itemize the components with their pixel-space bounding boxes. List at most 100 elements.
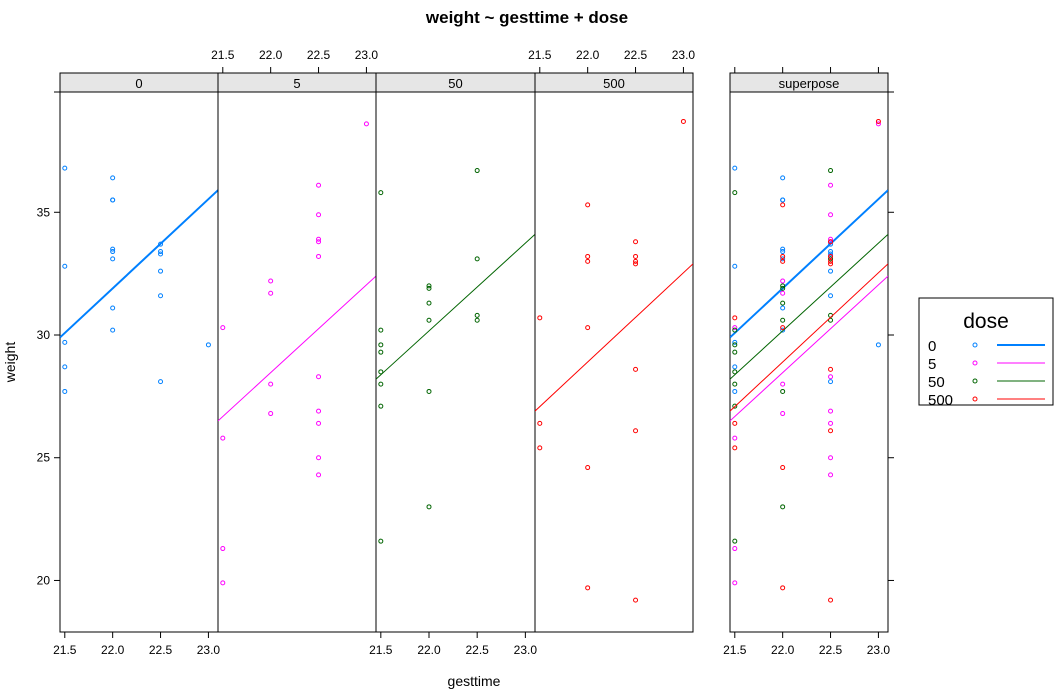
data-point <box>780 285 786 291</box>
data-point <box>316 182 322 188</box>
data-point <box>828 253 834 259</box>
x-tick-label: 22.0 <box>101 643 125 657</box>
x-tick-label: 21.5 <box>369 643 393 657</box>
data-point <box>828 379 834 385</box>
data-point <box>780 202 786 208</box>
data-point <box>680 118 686 124</box>
data-point <box>828 317 834 323</box>
data-point <box>780 465 786 471</box>
data-point <box>426 285 432 291</box>
data-point <box>110 246 116 252</box>
data-point <box>110 327 116 333</box>
data-point <box>537 420 543 426</box>
data-point <box>268 278 274 284</box>
data-point <box>158 249 164 255</box>
data-point <box>828 261 834 267</box>
panel-strip-label: 50 <box>448 76 462 91</box>
legend-label: 5 <box>928 356 936 373</box>
data-point <box>875 342 881 348</box>
series-500 <box>730 118 888 603</box>
data-point <box>585 465 591 471</box>
legend-entry-0: 0 <box>928 338 1045 355</box>
data-point <box>426 388 432 394</box>
data-point <box>378 403 384 409</box>
data-point <box>780 249 786 255</box>
panel-strip-label: superpose <box>779 76 840 91</box>
legend-point-key <box>972 378 978 384</box>
data-point <box>780 300 786 306</box>
data-point <box>875 118 881 124</box>
data-point <box>780 278 786 284</box>
data-point <box>732 263 738 269</box>
data-point <box>780 388 786 394</box>
data-point <box>316 408 322 414</box>
data-point <box>780 246 786 252</box>
x-tick-label: 21.5 <box>53 643 77 657</box>
y-axis-label: weight <box>2 342 18 384</box>
data-point <box>828 408 834 414</box>
data-point <box>316 472 322 478</box>
data-point <box>828 428 834 434</box>
data-point <box>474 317 480 323</box>
data-point <box>633 428 639 434</box>
data-point <box>474 256 480 262</box>
fit-line <box>730 275 888 422</box>
data-point <box>378 369 384 375</box>
data-point <box>158 293 164 299</box>
legend-entry-500: 500 <box>928 392 1045 409</box>
data-point <box>62 388 68 394</box>
x-tick-label: 23.0 <box>672 48 696 62</box>
series-50 <box>730 168 888 544</box>
x-tick-label: 23.0 <box>197 643 221 657</box>
data-point <box>780 258 786 264</box>
data-point <box>268 411 274 417</box>
x-tick-label: 22.5 <box>307 48 331 62</box>
data-point <box>158 379 164 385</box>
data-point <box>62 263 68 269</box>
legend-frame <box>918 297 1054 406</box>
data-point <box>780 504 786 510</box>
data-point <box>828 236 834 242</box>
x-axis-label: gesttime <box>448 673 501 689</box>
fit-line <box>730 263 888 412</box>
y-tick-label: 30 <box>37 328 51 342</box>
data-point <box>474 312 480 318</box>
panel-frame <box>375 91 536 633</box>
data-point <box>732 445 738 451</box>
data-point <box>633 258 639 264</box>
data-point <box>62 165 68 171</box>
data-point <box>732 327 738 333</box>
data-point <box>110 256 116 262</box>
data-point <box>158 241 164 247</box>
data-point <box>828 420 834 426</box>
series-0 <box>60 165 218 394</box>
data-point <box>426 504 432 510</box>
panel-frame <box>59 91 219 633</box>
data-point <box>633 366 639 372</box>
data-point <box>268 381 274 387</box>
y-tick-label: 35 <box>37 205 51 219</box>
data-point <box>780 327 786 333</box>
legend-title: dose <box>963 310 1009 333</box>
data-point <box>426 317 432 323</box>
data-point <box>828 472 834 478</box>
data-point <box>828 212 834 218</box>
x-tick-label: 21.5 <box>211 48 235 62</box>
series-5 <box>730 121 888 586</box>
panel-strip-label: 5 <box>293 76 300 91</box>
data-point <box>732 364 738 370</box>
data-point <box>828 249 834 255</box>
data-point <box>732 388 738 394</box>
fit-line <box>218 275 376 422</box>
data-point <box>828 182 834 188</box>
data-point <box>780 325 786 331</box>
data-point <box>780 585 786 591</box>
fit-line <box>535 263 693 412</box>
data-point <box>780 253 786 259</box>
data-point <box>732 546 738 552</box>
data-point <box>780 256 786 262</box>
x-tick-label: 21.5 <box>528 48 552 62</box>
data-point <box>828 239 834 245</box>
